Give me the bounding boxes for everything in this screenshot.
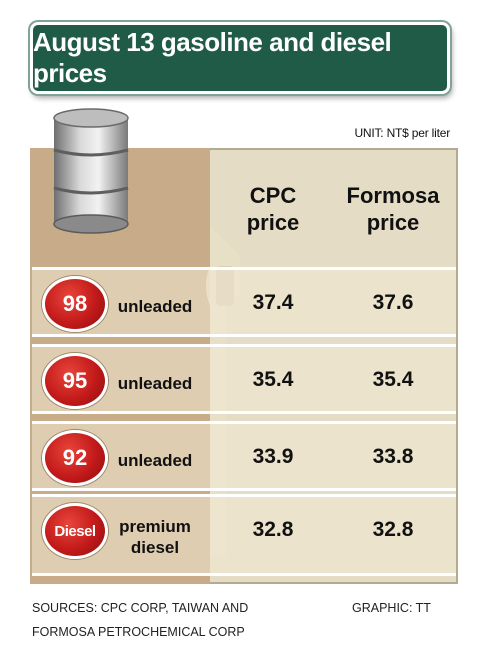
diesel-badge: Diesel (42, 503, 108, 559)
graphic-credit: GRAPHIC: TT (352, 601, 431, 615)
title-banner: August 13 gasoline and diesel prices (30, 22, 450, 94)
cpc-price-cell: 37.4 (252, 291, 294, 314)
cpc-price-cell: 35.4 (252, 368, 294, 391)
column-header-formosa-text: Formosa price (346, 183, 440, 235)
column-header-cpc-text: CPC price (246, 183, 300, 235)
octane-badge-95: 95 (42, 353, 108, 409)
fuel-type-label: unleaded (117, 374, 193, 393)
fuel-type-label: unleaded (117, 451, 193, 470)
oil-barrel-icon (53, 108, 129, 234)
formosa-price-cell: 33.8 (372, 445, 414, 468)
fuel-type-label: premium diesel (119, 517, 191, 557)
formosa-price-cell: 35.4 (372, 368, 414, 391)
cpc-price-cell: 32.8 (252, 518, 294, 541)
octane-badge-98: 98 (42, 276, 108, 332)
column-header-formosa: Formosa price (338, 182, 448, 236)
cpc-price-cell: 33.9 (252, 445, 294, 468)
sources-note: SOURCES: CPC CORP, TAIWAN AND FORMOSA PE… (32, 601, 249, 639)
table-row (32, 344, 456, 414)
fuel-type-label: unleaded (117, 297, 193, 316)
octane-badge-92: 92 (42, 430, 108, 486)
chart-title: August 13 gasoline and diesel prices (33, 27, 392, 88)
formosa-price-cell: 32.8 (372, 518, 414, 541)
column-header-cpc: CPC price (218, 182, 328, 236)
unit-label: UNIT: NT$ per liter (354, 126, 450, 140)
formosa-price-cell: 37.6 (372, 291, 414, 314)
